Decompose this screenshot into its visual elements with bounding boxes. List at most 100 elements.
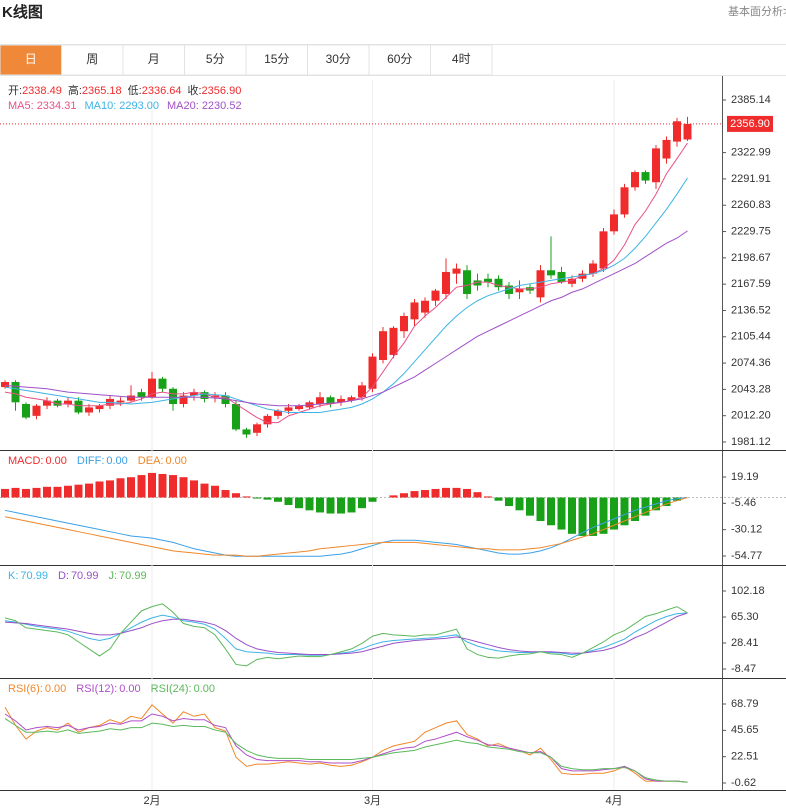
candle-body bbox=[263, 415, 272, 425]
y-tick-label: 68.79 bbox=[731, 698, 759, 710]
candle-body bbox=[442, 271, 450, 294]
candle-body bbox=[389, 327, 398, 355]
legend-name: MA20: bbox=[167, 100, 199, 112]
macd-bar bbox=[620, 497, 629, 526]
macd-bar bbox=[662, 497, 671, 507]
candle-body bbox=[137, 392, 146, 398]
ohlc-label: 开: bbox=[8, 85, 22, 97]
tab-label[interactable]: 月 bbox=[148, 52, 160, 66]
ohlc-label: 高: bbox=[68, 83, 82, 97]
candle-body bbox=[421, 300, 429, 313]
candle-body bbox=[200, 392, 209, 399]
legend-value: 70.99 bbox=[71, 570, 99, 582]
macd-bar bbox=[221, 490, 230, 498]
tab[interactable] bbox=[0, 44, 62, 76]
tab[interactable] bbox=[368, 44, 431, 76]
macd-bar bbox=[673, 497, 681, 501]
candle-body bbox=[22, 404, 30, 418]
macd-bar bbox=[116, 478, 125, 498]
candle-body bbox=[358, 385, 366, 398]
legend-value: 70.99 bbox=[20, 570, 48, 582]
y-tick-label: 1981.12 bbox=[731, 436, 771, 448]
y-tick-label: 22.51 bbox=[731, 751, 759, 763]
candle-body bbox=[64, 400, 72, 405]
macd-bar bbox=[74, 484, 83, 498]
tab-label[interactable]: 日 bbox=[25, 52, 37, 66]
candle-body bbox=[179, 395, 188, 405]
candle-body bbox=[169, 388, 177, 405]
macd-bar bbox=[421, 490, 429, 498]
macd-bar bbox=[137, 475, 146, 498]
macd-bar bbox=[442, 487, 450, 498]
legend-name: DIFF: bbox=[77, 455, 105, 467]
candle-body bbox=[337, 398, 345, 403]
macd-bar bbox=[536, 497, 545, 521]
legend-name: K: bbox=[8, 570, 18, 582]
macd-bar bbox=[547, 497, 555, 526]
candle-body bbox=[631, 172, 639, 188]
indicator-line bbox=[4, 230, 688, 407]
tab-label[interactable]: 4时 bbox=[452, 52, 471, 66]
y-tick-label: 102.18 bbox=[731, 585, 765, 597]
tab-label[interactable]: 5分 bbox=[206, 52, 225, 66]
macd-bar bbox=[568, 497, 576, 534]
legend-value: 0.00 bbox=[119, 683, 140, 695]
indicator-line bbox=[4, 612, 688, 656]
x-tick-label: 3月 bbox=[364, 795, 381, 807]
macd-bar bbox=[32, 487, 41, 498]
legend-value: 2230.52 bbox=[202, 100, 242, 112]
macd-bar bbox=[148, 472, 156, 498]
fundamental-link[interactable]: 基本面分析> bbox=[728, 4, 786, 18]
indicator-line bbox=[4, 177, 688, 413]
legend-name: RSI(12): bbox=[76, 683, 117, 695]
tab-label[interactable]: 周 bbox=[86, 52, 98, 66]
y-tick-label: 2198.67 bbox=[731, 252, 771, 264]
candle-body bbox=[494, 278, 503, 288]
legend-value: 2334.31 bbox=[37, 100, 77, 112]
macd-bar bbox=[242, 496, 251, 498]
x-tick-label: 2月 bbox=[143, 795, 160, 807]
tab-label[interactable]: 15分 bbox=[264, 52, 289, 66]
macd-bar bbox=[179, 477, 188, 498]
tab[interactable] bbox=[430, 44, 493, 76]
macd-bar bbox=[11, 487, 20, 498]
indicator-line bbox=[4, 713, 688, 783]
y-tick-label: -0.62 bbox=[731, 777, 756, 789]
candle-body bbox=[11, 382, 20, 403]
y-tick-label: 2136.52 bbox=[731, 304, 771, 316]
macd-bar bbox=[557, 497, 566, 530]
candle-body bbox=[295, 405, 303, 410]
ohlc-label: 低: bbox=[128, 84, 142, 97]
macd-bar bbox=[505, 497, 513, 507]
candle-body bbox=[662, 139, 671, 159]
legend-name: DEA: bbox=[138, 455, 164, 467]
macd-bar bbox=[253, 497, 261, 499]
y-tick-label: 2012.20 bbox=[731, 410, 771, 422]
candle-body bbox=[326, 397, 335, 405]
legend-value: 2293.00 bbox=[119, 100, 159, 112]
y-tick-label: -5.46 bbox=[731, 497, 756, 509]
candle-body bbox=[43, 400, 51, 406]
legend-name: MA10: bbox=[84, 100, 116, 112]
macd-bar bbox=[22, 488, 30, 498]
candle-body bbox=[127, 395, 135, 401]
y-tick-label: 2322.99 bbox=[731, 147, 771, 159]
macd-bar bbox=[43, 486, 51, 498]
candle-body bbox=[463, 270, 471, 294]
ohlc-label: 收: bbox=[187, 83, 201, 97]
macd-bar bbox=[484, 496, 492, 498]
candle-body bbox=[578, 273, 587, 279]
y-tick-label: 2291.91 bbox=[731, 173, 771, 185]
tab-label[interactable]: 60分 bbox=[387, 52, 412, 66]
macd-bar bbox=[326, 497, 335, 514]
tab-label[interactable]: 30分 bbox=[326, 52, 351, 66]
macd-bar bbox=[431, 488, 440, 498]
macd-bar bbox=[610, 497, 618, 530]
candle-body bbox=[211, 395, 219, 398]
candle-body bbox=[253, 424, 261, 433]
candle-body bbox=[1, 382, 9, 388]
macd-bar bbox=[232, 493, 240, 498]
macd-bar bbox=[515, 497, 524, 511]
